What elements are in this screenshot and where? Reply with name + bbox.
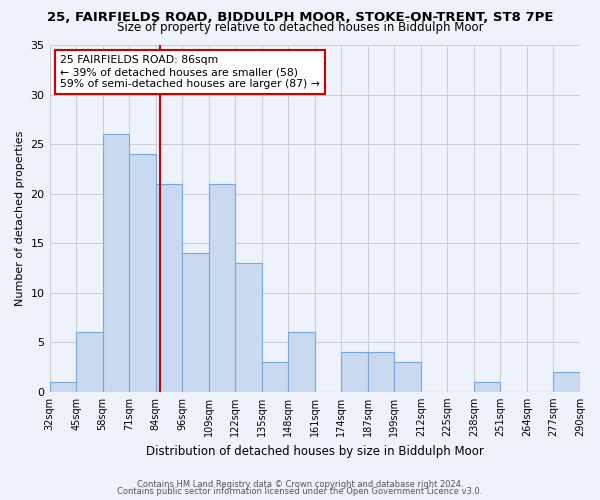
Bar <box>76 332 103 392</box>
Bar <box>209 184 235 392</box>
Text: Contains public sector information licensed under the Open Government Licence v3: Contains public sector information licen… <box>118 488 482 496</box>
Bar <box>103 134 129 392</box>
Bar <box>50 382 76 392</box>
Bar <box>553 372 580 392</box>
Bar <box>235 263 262 392</box>
Bar <box>155 184 182 392</box>
Bar <box>394 362 421 392</box>
Bar <box>262 362 288 392</box>
Text: Contains HM Land Registry data © Crown copyright and database right 2024.: Contains HM Land Registry data © Crown c… <box>137 480 463 489</box>
Bar <box>474 382 500 392</box>
Text: 25, FAIRFIELDS ROAD, BIDDULPH MOOR, STOKE-ON-TRENT, ST8 7PE: 25, FAIRFIELDS ROAD, BIDDULPH MOOR, STOK… <box>47 11 553 24</box>
Text: Size of property relative to detached houses in Biddulph Moor: Size of property relative to detached ho… <box>116 21 484 34</box>
Bar <box>129 154 155 392</box>
Bar <box>341 352 368 392</box>
Bar <box>288 332 315 392</box>
X-axis label: Distribution of detached houses by size in Biddulph Moor: Distribution of detached houses by size … <box>146 444 484 458</box>
Text: 25 FAIRFIELDS ROAD: 86sqm
← 39% of detached houses are smaller (58)
59% of semi-: 25 FAIRFIELDS ROAD: 86sqm ← 39% of detac… <box>60 56 320 88</box>
Bar <box>182 253 209 392</box>
Y-axis label: Number of detached properties: Number of detached properties <box>15 130 25 306</box>
Bar <box>368 352 394 392</box>
